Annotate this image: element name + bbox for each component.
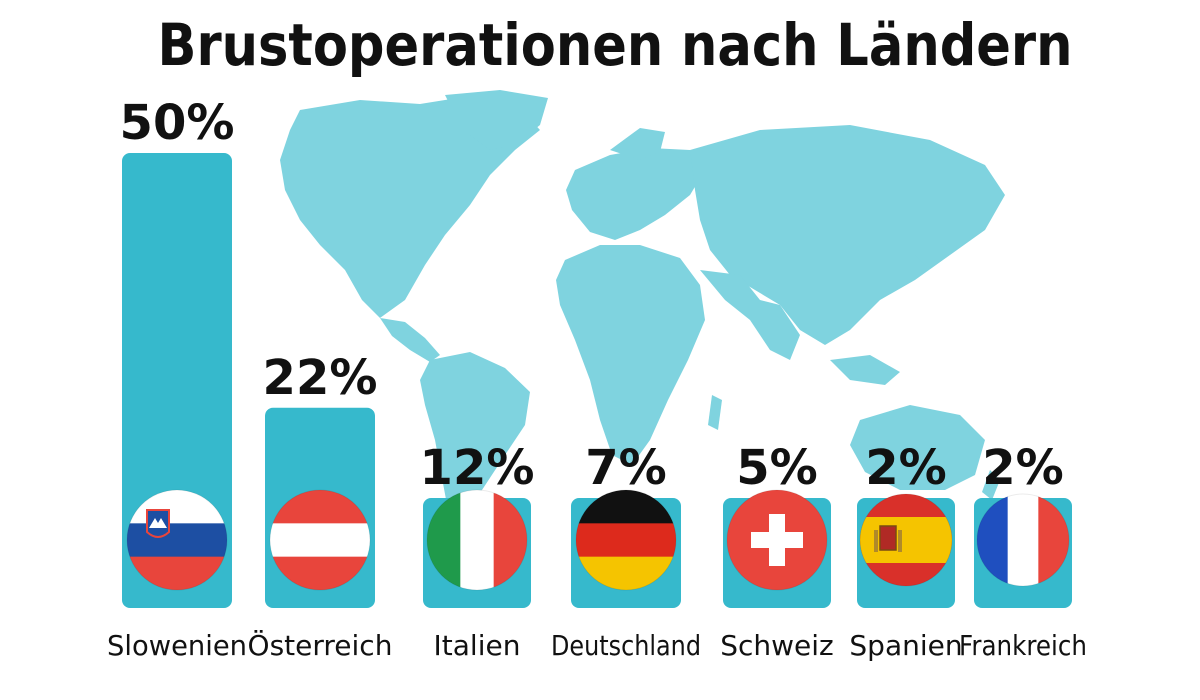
value-label: 5% [736,440,818,496]
value-label: 2% [982,440,1064,496]
bar-group-2: 12% Italien [420,440,535,662]
map-landmass [566,148,705,240]
map-landmass [420,352,530,520]
world-map-icon [280,90,1005,520]
category-label: Italien [434,629,521,662]
bar-group-1: 22% Österreich [248,350,393,662]
bar-group-4: 5% Schweiz [720,440,834,662]
value-label: 50% [120,95,235,151]
map-landmass [610,128,665,160]
map-landmass [708,395,722,430]
map-landmass [280,96,540,318]
bar [122,153,232,608]
category-label: Slowenien [107,629,247,662]
category-label: Frankreich [959,629,1087,662]
bar-group-0: 50% Slowenien [107,95,247,662]
map-landmass [915,220,940,265]
category-label: Österreich [248,628,393,662]
map-landmass [556,245,705,465]
bars-group: 50% Slowenien 22% Österreich 12% Italien 7% Deu… [107,95,1087,662]
value-label: 2% [865,440,947,496]
value-label: 7% [585,440,667,496]
map-landmass [445,90,548,150]
map-landmass [850,405,985,490]
map-landmass [690,125,1005,345]
bar-group-5: 2% Spanien [849,440,962,662]
map-landmass [380,318,440,362]
category-label: Deutschland [551,629,701,662]
switzerland-flag-icon [727,490,827,590]
category-label: Spanien [849,629,962,662]
map-landmass [982,470,1000,500]
value-label: 22% [263,350,378,406]
map-landmass [830,355,900,385]
value-label: 12% [420,440,535,496]
bar-group-6: 2% Frankreich [959,440,1087,662]
chart-title: Brustoperationen nach Ländern [158,11,1073,79]
bar-group-3: 7% Deutschland [551,440,701,662]
spain-flag-icon [860,494,952,586]
map-landmass [700,270,800,360]
category-label: Schweiz [720,629,834,662]
